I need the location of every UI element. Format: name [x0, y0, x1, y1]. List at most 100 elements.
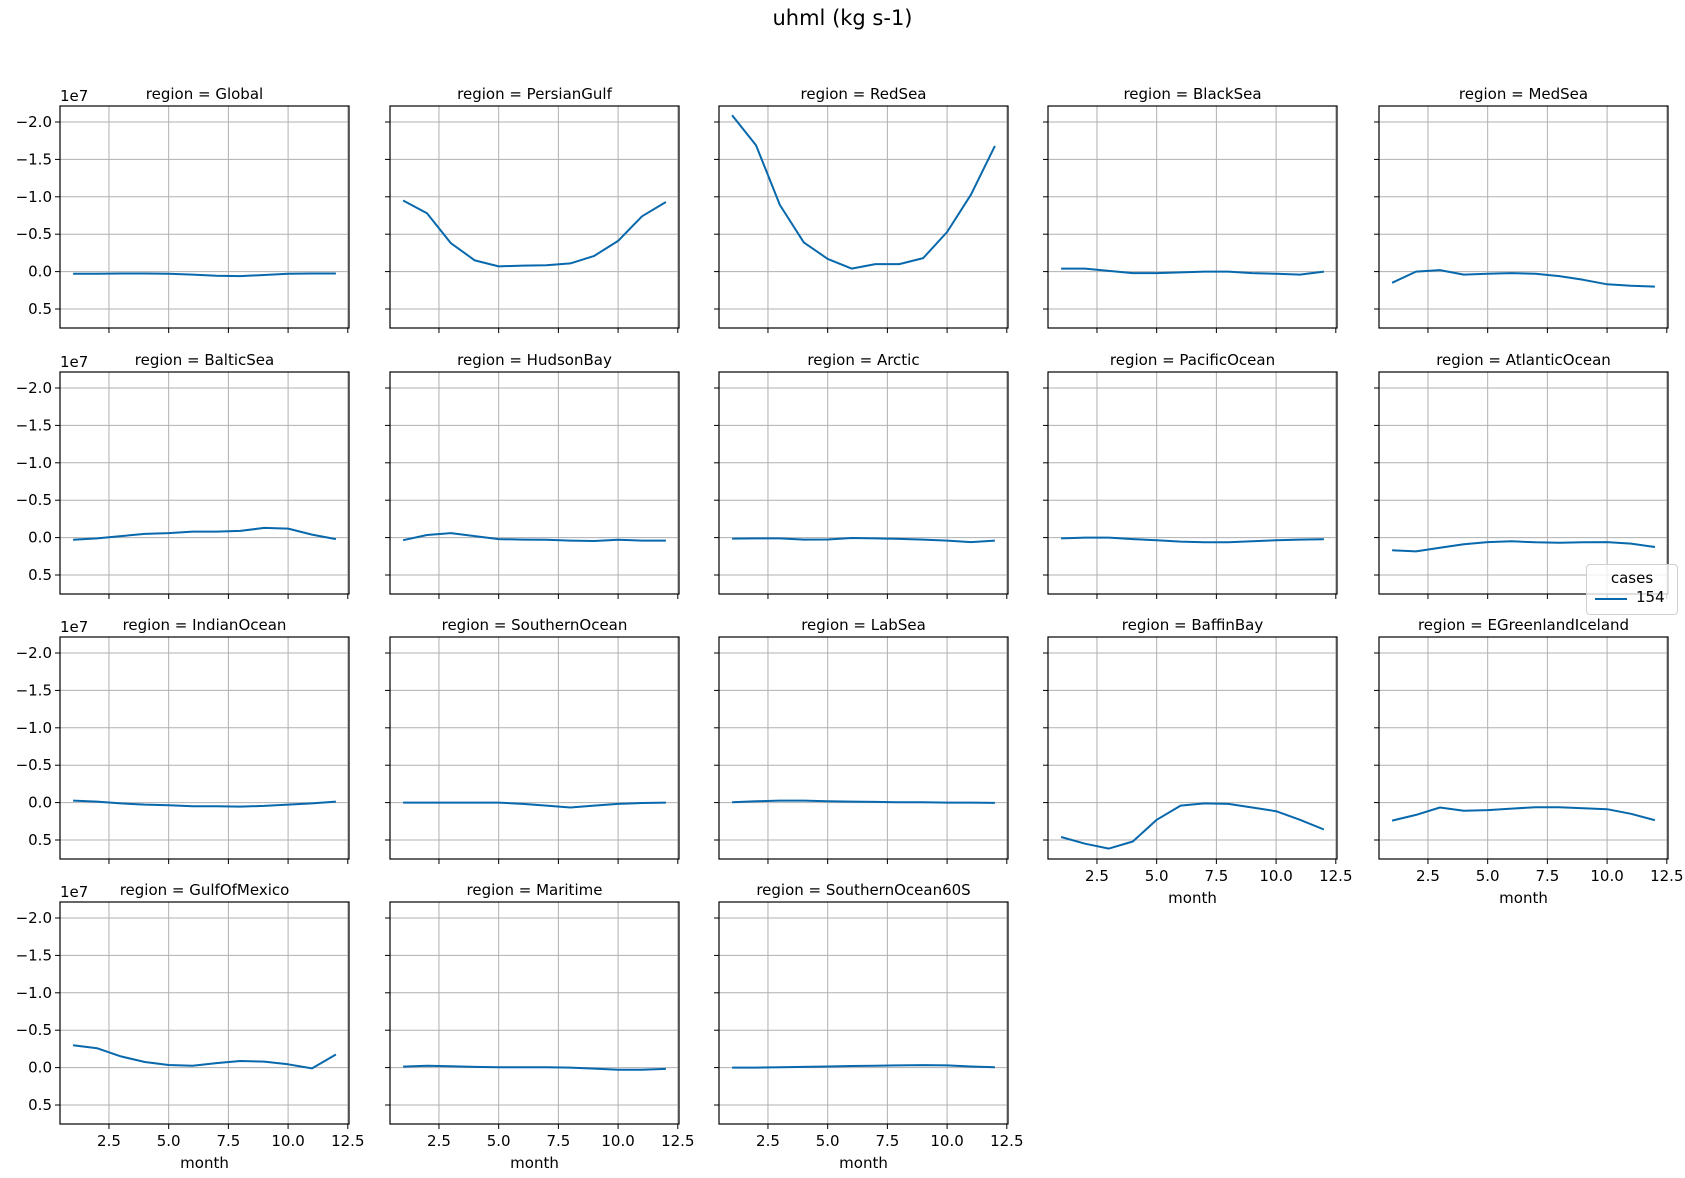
x-tick-label: 2.5 — [427, 1132, 451, 1150]
data-line-HudsonBay — [402, 532, 666, 542]
panel-title: region = GulfOfMexico — [120, 881, 290, 899]
axes-frame — [389, 105, 680, 329]
data-line-RedSea — [731, 114, 996, 270]
y-tick-label: 0.0 — [28, 794, 52, 812]
panel-title: region = MedSea — [1459, 85, 1588, 103]
panel-title: region = LabSea — [801, 616, 926, 634]
y-tick-label: −2.0 — [16, 644, 52, 662]
x-tick-label: 7.5 — [546, 1132, 570, 1150]
y-tick-label: 0.0 — [28, 1059, 52, 1077]
axes-frame — [389, 371, 680, 595]
y-scale-offset-label: 1e7 — [60, 618, 88, 636]
x-tick-label: 10.0 — [1590, 867, 1623, 885]
data-line-Arctic — [732, 537, 995, 544]
axes-frame — [718, 901, 1009, 1125]
y-scale-offset-label: 1e7 — [60, 353, 88, 371]
y-tick-label: 0.0 — [28, 529, 52, 547]
axes-frame — [59, 105, 350, 329]
x-tick-label: 2.5 — [1416, 867, 1440, 885]
x-tick-label: 7.5 — [875, 1132, 899, 1150]
x-tick-label: 12.5 — [331, 1132, 364, 1150]
x-tick-label: 5.0 — [157, 1132, 181, 1150]
x-tick-label: 7.5 — [216, 1132, 240, 1150]
panel-title: region = EGreenlandIceland — [1418, 616, 1629, 634]
panel-title: region = SouthernOcean — [442, 616, 628, 634]
data-line-LabSea — [732, 799, 995, 804]
axes-frame — [1378, 636, 1669, 860]
y-tick-label: −1.0 — [16, 719, 52, 737]
x-axis-label: month — [839, 1154, 888, 1172]
axes-frame — [718, 105, 1009, 329]
axes-frame — [1047, 105, 1338, 329]
x-tick-label: 12.5 — [1319, 867, 1352, 885]
x-tick-label: 5.0 — [816, 1132, 840, 1150]
y-tick-label: −1.5 — [16, 946, 52, 964]
axes-frame — [389, 901, 680, 1125]
y-tick-label: −0.5 — [16, 491, 52, 509]
figure-title: uhml (kg s-1) — [772, 6, 913, 30]
y-tick-label: 0.0 — [28, 263, 52, 281]
panel-title: region = Global — [146, 85, 263, 103]
axes-frame — [389, 636, 680, 860]
y-tick-label: 0.5 — [28, 300, 52, 318]
data-line-MedSea — [1391, 269, 1655, 288]
legend-line-swatch-icon — [1595, 598, 1627, 600]
x-tick-label: 10.0 — [601, 1132, 634, 1150]
x-tick-label: 7.5 — [1204, 867, 1228, 885]
panel-title: region = PersianGulf — [457, 85, 612, 103]
y-scale-offset-label: 1e7 — [60, 883, 88, 901]
x-tick-label: 2.5 — [756, 1132, 780, 1150]
y-tick-label: −1.5 — [16, 681, 52, 699]
y-tick-label: −1.5 — [16, 150, 52, 168]
y-tick-label: 0.5 — [28, 566, 52, 584]
data-line-PacificOcean — [1061, 536, 1324, 544]
x-axis-label: month — [1168, 889, 1217, 907]
x-axis-label: month — [510, 1154, 559, 1172]
panel-title: region = PacificOcean — [1110, 351, 1275, 369]
data-line-GulfOfMexico — [72, 1044, 337, 1070]
x-tick-label: 12.5 — [1650, 867, 1683, 885]
panel-title: region = Maritime — [467, 881, 603, 899]
data-line-SouthernOcean — [403, 801, 666, 809]
x-tick-label: 5.0 — [487, 1132, 511, 1150]
x-tick-label: 10.0 — [1259, 867, 1292, 885]
axes-frame — [59, 901, 350, 1125]
y-tick-label: −1.0 — [16, 984, 52, 1002]
axes-frame — [718, 371, 1009, 595]
y-scale-offset-label: 1e7 — [60, 87, 88, 105]
x-tick-label: 2.5 — [97, 1132, 121, 1150]
y-tick-label: −2.0 — [16, 379, 52, 397]
axes-frame — [59, 371, 350, 595]
axes-frame — [1378, 105, 1669, 329]
legend: cases 154 — [1586, 564, 1678, 615]
axes-frame — [1047, 636, 1338, 860]
x-tick-label: 2.5 — [1085, 867, 1109, 885]
panel-title: region = BlackSea — [1123, 85, 1261, 103]
y-tick-label: −0.5 — [16, 756, 52, 774]
panel-title: region = AtlanticOcean — [1436, 351, 1611, 369]
panel-title: region = BalticSea — [135, 351, 274, 369]
x-tick-label: 12.5 — [990, 1132, 1023, 1150]
y-tick-label: 0.5 — [28, 831, 52, 849]
y-tick-label: −0.5 — [16, 1021, 52, 1039]
axes-frame — [59, 636, 350, 860]
panel-title: region = BaffinBay — [1122, 616, 1264, 634]
data-line-EGreenlandIceland — [1391, 806, 1656, 822]
legend-title: cases — [1610, 569, 1654, 587]
x-tick-label: 10.0 — [930, 1132, 963, 1150]
y-tick-label: −2.0 — [16, 909, 52, 927]
x-tick-label: 5.0 — [1145, 867, 1169, 885]
panel-title: region = RedSea — [801, 85, 927, 103]
data-line-Maritime — [403, 1064, 666, 1071]
data-line-SouthernOcean60S — [732, 1064, 995, 1069]
panel-title: region = IndianOcean — [123, 616, 287, 634]
y-tick-label: −1.5 — [16, 416, 52, 434]
y-tick-label: −2.0 — [16, 113, 52, 131]
x-tick-label: 12.5 — [661, 1132, 694, 1150]
x-tick-label: 7.5 — [1535, 867, 1559, 885]
y-tick-label: 0.5 — [28, 1096, 52, 1114]
panel-title: region = SouthernOcean60S — [756, 881, 970, 899]
y-tick-label: −0.5 — [16, 225, 52, 243]
data-line-BaffinBay — [1060, 802, 1325, 850]
